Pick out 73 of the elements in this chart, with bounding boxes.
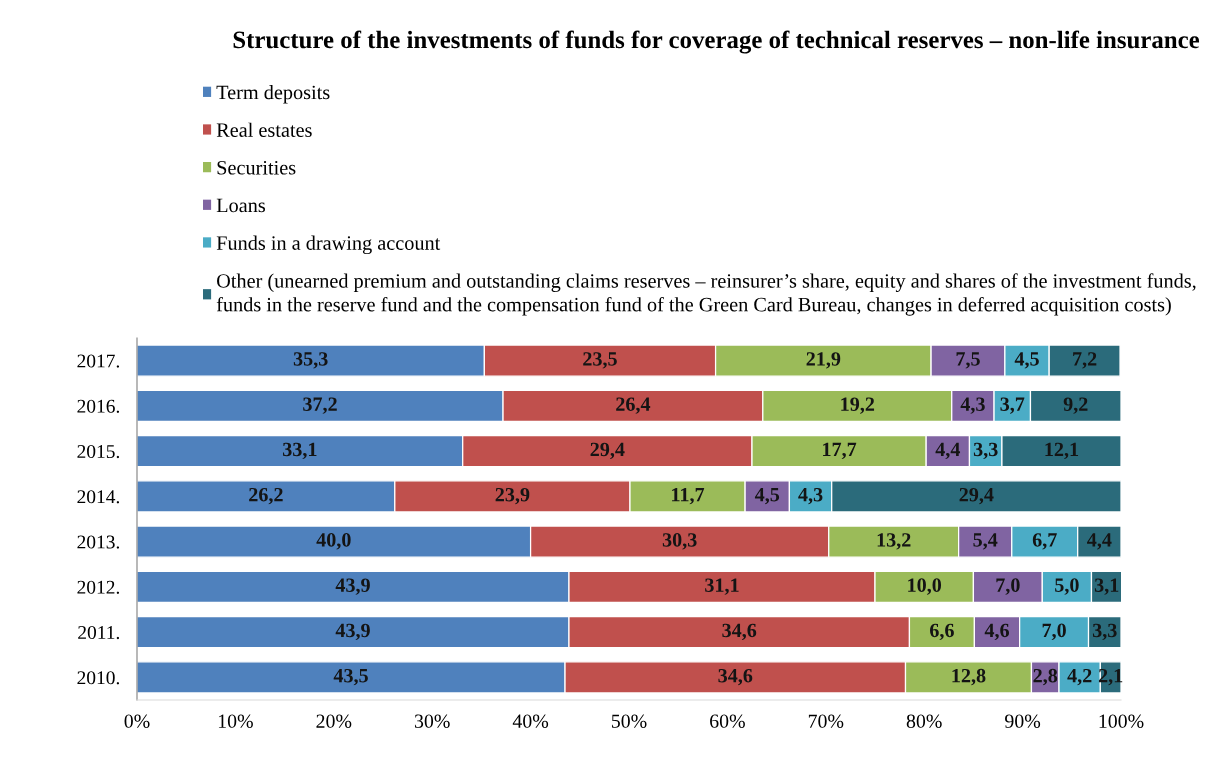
data-label: 4,5 — [1014, 352, 1039, 369]
data-label: 31,1 — [705, 578, 739, 595]
x-tick-label: 30% — [414, 714, 450, 728]
y-tick-label: 2014. — [77, 490, 120, 504]
data-label: 33,1 — [282, 442, 317, 460]
data-label: 7,0 — [1042, 623, 1066, 641]
legend-label: Term deposits — [216, 85, 330, 104]
data-label: 40,0 — [316, 533, 351, 550]
y-tick-label: 2015. — [77, 444, 120, 459]
x-tick-label: 90% — [1005, 714, 1041, 728]
data-label: 3,7 — [1000, 397, 1025, 414]
x-tick-label: 20% — [316, 714, 352, 728]
data-label: 43,5 — [333, 668, 368, 686]
data-label: 17,7 — [823, 442, 857, 460]
x-tick-label: 100% — [1099, 714, 1144, 728]
data-label: 43,9 — [335, 623, 370, 641]
x-tick-label: 70% — [808, 714, 844, 728]
x-tick-label: 10% — [218, 714, 253, 728]
data-label: 3,1 — [1094, 578, 1119, 595]
legend-label: Other (unearned premium and outstanding claims reserves – reinsurer’s share, equity and shares of the investment funds, funds in the reserve fund and the compensation fund of the Green Card Bureau, changes in deferred acquisition costs) — [216, 273, 1196, 316]
y-tick-label: 2013. — [77, 535, 120, 549]
data-label: 4,5 — [754, 487, 780, 505]
x-tick-label: 0% — [124, 714, 150, 728]
data-label: 23,9 — [495, 487, 530, 505]
legend-label: Loans — [216, 198, 265, 213]
data-label: 10,0 — [908, 578, 942, 595]
data-label: 26,4 — [616, 397, 651, 414]
data-label: 4,3 — [960, 397, 985, 414]
data-label: 4,3 — [798, 487, 823, 505]
data-label: 23,5 — [583, 352, 617, 369]
data-label: 4,6 — [984, 623, 1010, 641]
y-tick-label: 2011. — [78, 625, 120, 640]
x-tick-label: 50% — [611, 714, 647, 728]
data-label: 29,4 — [959, 487, 994, 505]
legend-label: Real estates — [216, 122, 312, 137]
chart-title: Structure of the investments of funds for coverage of technical reserves – non-life insurance — [233, 30, 1200, 54]
data-label: 9,2 — [1063, 397, 1088, 414]
legend-label: Securities — [217, 160, 296, 175]
data-label: 37,2 — [303, 397, 337, 414]
data-label: 34,6 — [722, 623, 757, 641]
data-label: 5,4 — [973, 533, 998, 550]
data-label: 4,4 — [935, 442, 961, 460]
data-label: 4,2 — [1067, 668, 1092, 686]
data-label: 7,2 — [1073, 352, 1097, 369]
legend-label: Funds in a drawing account — [216, 235, 441, 255]
data-label: 34,6 — [718, 668, 753, 686]
data-label: 6,7 — [1032, 533, 1057, 550]
data-label: 7,5 — [956, 352, 980, 369]
data-label: 5,0 — [1055, 578, 1079, 595]
data-label: 43,9 — [335, 578, 370, 595]
data-label: 7,0 — [996, 578, 1020, 595]
x-tick-label: 80% — [906, 714, 942, 728]
x-tick-label: 40% — [512, 714, 549, 728]
data-label: 26,2 — [249, 487, 283, 505]
y-tick-label: 2016. — [77, 399, 120, 413]
data-label: 3,3 — [973, 442, 998, 460]
data-label: 30,3 — [662, 533, 697, 550]
data-label: 29,4 — [590, 442, 625, 460]
data-label: 12,8 — [952, 668, 986, 686]
data-label: 19,2 — [841, 397, 875, 414]
data-label: 11,7 — [672, 487, 705, 505]
data-label: 3,3 — [1092, 623, 1117, 641]
data-label: 35,3 — [293, 352, 328, 369]
y-tick-label: 2010. — [77, 671, 120, 685]
data-label: 2,8 — [1033, 668, 1058, 686]
y-tick-label: 2012. — [77, 580, 120, 594]
x-tick-label: 60% — [710, 714, 745, 728]
data-label: 21,9 — [806, 352, 841, 369]
y-tick-label: 2017. — [77, 354, 120, 368]
data-label: 12,1 — [1045, 442, 1079, 460]
data-label: 13,2 — [877, 533, 911, 550]
data-label: 6,6 — [930, 623, 954, 641]
data-label: 4,4 — [1087, 533, 1112, 550]
